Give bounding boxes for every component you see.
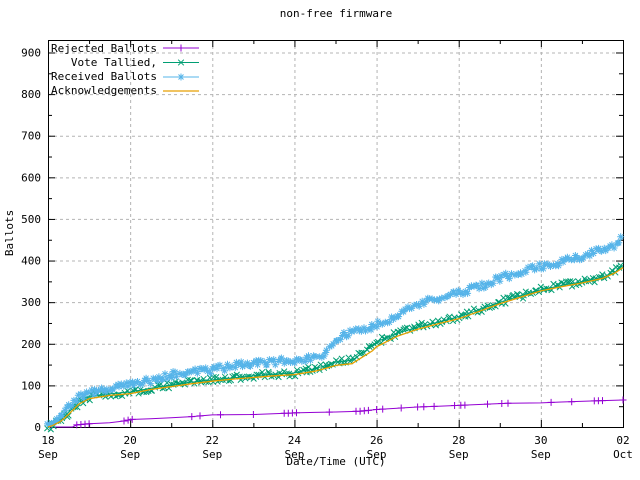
plot-border (48, 40, 624, 428)
legend-label-rejected-ballots: Rejected Ballots (51, 42, 157, 55)
y-axis-title: Ballots (3, 210, 16, 256)
x-tick-label-day: 30 (534, 434, 547, 447)
legend-sample-marker (177, 73, 185, 81)
y-tick-label: 900 (21, 46, 41, 59)
series-markers (73, 396, 627, 429)
series-markers (44, 262, 624, 433)
legend: Rejected Ballots Vote Tallied, Received … (51, 42, 157, 97)
x-tick-label-month: Sep (202, 448, 222, 461)
series-vote-tallied (44, 262, 624, 433)
y-tick-label: 200 (21, 338, 41, 351)
series-line (48, 399, 624, 428)
chart-title: non-free firmware (280, 7, 393, 20)
x-tick-label-month: Sep (449, 448, 469, 461)
x-tick-label-month: Sep (367, 448, 387, 461)
y-tick-label: 300 (21, 296, 41, 309)
y-tick-label: 700 (21, 130, 41, 143)
x-tick-label-day: 02 (616, 434, 629, 447)
x-tick-label-day: 24 (288, 434, 302, 447)
legend-sample-marker (177, 44, 185, 52)
series-received-ballots (44, 233, 625, 429)
tick-labels: 010020030040050060070080090018Sep20Sep22… (21, 46, 633, 461)
x-tick-label-day: 26 (370, 434, 383, 447)
legend-label-acknowledgements: Acknowledgements (51, 84, 157, 97)
x-tick-label-month: Sep (120, 448, 140, 461)
axis-ticks (48, 40, 624, 428)
legend-label-vote-tallied: Vote Tallied, (71, 56, 157, 69)
y-tick-label: 400 (21, 255, 41, 268)
series-line (47, 267, 624, 428)
y-tick-label: 0 (34, 421, 41, 434)
x-tick-label-month: Sep (284, 448, 304, 461)
x-tick-label-month: Sep (38, 448, 58, 461)
y-tick-label: 500 (21, 213, 41, 226)
grid (48, 40, 624, 428)
x-tick-label-month: Oct (613, 448, 633, 461)
y-tick-label: 100 (21, 379, 41, 392)
x-axis-title: Date/Time (UTC) (286, 455, 385, 468)
x-tick-label-day: 28 (452, 434, 465, 447)
x-tick-label-day: 18 (41, 434, 54, 447)
x-tick-label-month: Sep (531, 448, 551, 461)
legend-samples (163, 44, 199, 92)
x-tick-label-day: 22 (206, 434, 219, 447)
series-acknowledgements (47, 267, 624, 428)
series-rejected-ballots (48, 396, 627, 429)
y-tick-label: 800 (21, 88, 41, 101)
x-tick-label-day: 20 (124, 434, 137, 447)
y-tick-label: 600 (21, 171, 41, 184)
legend-sample-marker (177, 59, 185, 66)
plot-area (44, 233, 627, 433)
legend-label-received-ballots: Received Ballots (51, 70, 157, 83)
series-markers (44, 233, 625, 429)
